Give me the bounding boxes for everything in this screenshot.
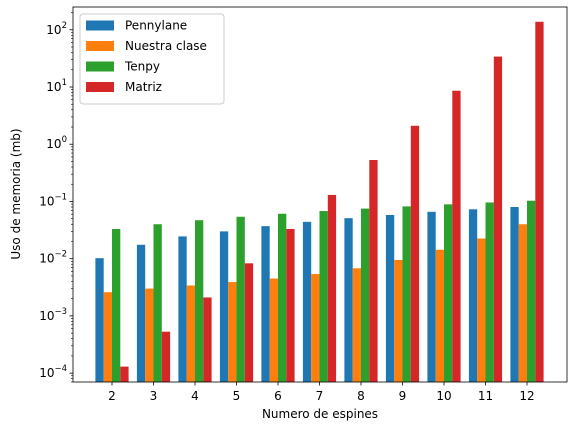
bar-tenpy-8 xyxy=(361,208,370,382)
bar-pennylane-9 xyxy=(385,214,395,382)
bar-nuestra-clase-9 xyxy=(394,259,403,382)
bars-layer xyxy=(95,21,544,383)
bar-matriz-11 xyxy=(493,56,503,383)
bar-tenpy-2 xyxy=(112,229,121,382)
x-axis: 2 3 4 5 6 7 8 9 10 11 12 xyxy=(108,382,535,403)
bar-pennylane-4 xyxy=(178,236,187,382)
bar-tenpy-5 xyxy=(236,216,245,382)
legend-box xyxy=(79,13,225,105)
x-tick-label: 9 xyxy=(399,389,407,403)
bar-nuestra-clase-5 xyxy=(228,282,237,382)
legend-label: Nuestra clase xyxy=(125,39,207,53)
bar-tenpy-11 xyxy=(485,202,494,382)
legend-swatch xyxy=(86,20,114,31)
bar-nuestra-clase-8 xyxy=(352,268,361,382)
legend-label: Matriz xyxy=(125,80,162,94)
x-tick-label: 11 xyxy=(478,389,493,403)
x-tick-label: 8 xyxy=(357,389,365,403)
bar-pennylane-10 xyxy=(427,211,436,382)
bar-tenpy-12 xyxy=(527,200,536,382)
bar-nuestra-clase-10 xyxy=(435,249,444,382)
bar-matriz-7 xyxy=(327,194,337,382)
bar-matriz-2 xyxy=(120,366,129,382)
bar-tenpy-4 xyxy=(195,220,204,382)
bar-matriz-4 xyxy=(203,297,212,382)
x-tick-label: 4 xyxy=(191,389,199,403)
bar-nuestra-clase-3 xyxy=(145,288,154,382)
bar-pennylane-2 xyxy=(95,258,104,382)
bar-nuestra-clase-6 xyxy=(269,278,278,382)
x-tick-label: 5 xyxy=(233,389,241,403)
x-tick-label: 2 xyxy=(108,389,116,403)
bar-nuestra-clase-11 xyxy=(477,238,486,382)
bar-tenpy-3 xyxy=(153,224,162,382)
bar-pennylane-11 xyxy=(468,209,478,382)
x-tick-label: 7 xyxy=(316,389,324,403)
bar-matriz-5 xyxy=(244,263,254,382)
bar-tenpy-6 xyxy=(278,213,287,382)
bar-tenpy-7 xyxy=(319,211,328,382)
bar-pennylane-5 xyxy=(219,231,229,382)
bar-tenpy-10 xyxy=(444,204,453,382)
bar-tenpy-9 xyxy=(402,206,411,382)
bar-pennylane-6 xyxy=(261,226,270,382)
bar-matriz-8 xyxy=(369,160,378,382)
bar-nuestra-clase-7 xyxy=(311,274,320,382)
bar-matriz-12 xyxy=(535,21,544,383)
legend-swatch xyxy=(86,82,114,92)
x-tick-label: 6 xyxy=(274,389,282,403)
legend-label: Pennylane xyxy=(125,19,187,33)
legend-swatch xyxy=(86,61,114,72)
bar-pennylane-7 xyxy=(302,221,312,382)
legend: Pennylane Nuestra clase Tenpy Matriz xyxy=(79,13,225,105)
y-axis-title: Uso de memoria (mb) xyxy=(9,128,23,259)
bar-matriz-6 xyxy=(286,229,295,382)
bar-nuestra-clase-12 xyxy=(518,224,527,382)
bar-matriz-9 xyxy=(410,125,420,382)
bar-pennylane-12 xyxy=(510,207,519,382)
plot-frame xyxy=(72,6,568,383)
x-tick-label: 10 xyxy=(436,389,451,403)
bar-pennylane-8 xyxy=(344,218,353,382)
x-tick-label: 12 xyxy=(519,389,534,403)
bar-matriz-3 xyxy=(161,331,171,382)
bar-nuestra-clase-2 xyxy=(103,292,112,382)
bar-matriz-10 xyxy=(452,90,461,382)
legend-label: Tenpy xyxy=(124,60,160,74)
x-axis-title: Numero de espines xyxy=(262,407,378,421)
legend-swatch xyxy=(86,41,114,51)
x-tick-label: 3 xyxy=(150,389,158,403)
bar-nuestra-clase-4 xyxy=(186,285,195,382)
bar-pennylane-3 xyxy=(136,244,146,382)
